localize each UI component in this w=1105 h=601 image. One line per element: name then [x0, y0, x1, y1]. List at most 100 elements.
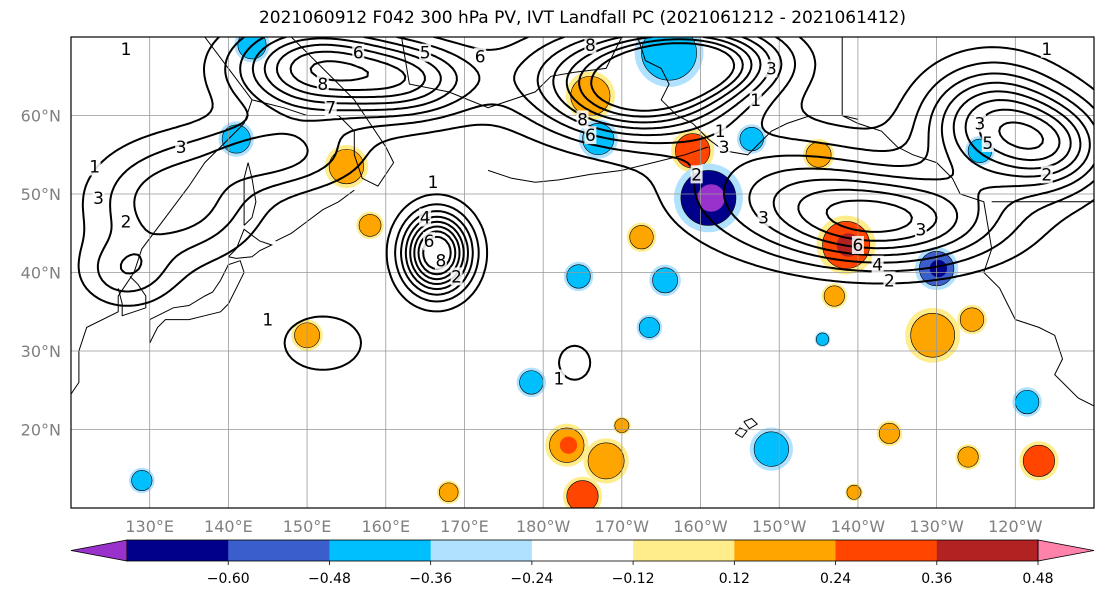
pc-blob — [356, 211, 384, 240]
lat-tick-label: 60°N — [21, 107, 61, 126]
lon-tick-label: 170°E — [440, 517, 489, 536]
pc-blob — [802, 139, 835, 171]
lon-tick-label: 150°W — [752, 517, 807, 536]
lon-tick-label: 140°E — [204, 517, 253, 536]
lat-tick-label: 40°N — [21, 264, 61, 283]
pc-blob — [1019, 441, 1059, 481]
lon-tick-label: 130°W — [909, 517, 964, 536]
pv-contour-level — [263, 37, 1082, 285]
colorbar-tick-label: −0.24 — [510, 571, 553, 587]
pc-blob — [545, 423, 589, 467]
colorbar-tick-label: 0.12 — [719, 571, 750, 587]
colorbar-tick-label: −0.48 — [308, 571, 351, 587]
pc-blob — [649, 264, 681, 297]
lon-tick-label: 170°W — [595, 517, 650, 536]
pc-blob — [129, 467, 155, 494]
pv-contour-level — [289, 38, 1061, 276]
contour-label: 6 — [853, 236, 864, 256]
contour-label: 8 — [577, 110, 588, 130]
lon-tick-label: 140°W — [831, 517, 886, 536]
contour-label: 3 — [758, 209, 769, 229]
colorbar-segment — [329, 540, 432, 561]
colorbar-tick-label: −0.36 — [409, 571, 452, 587]
contour-label: 2 — [451, 267, 462, 287]
colorbar: −0.60 −0.48 −0.36 −0.24 −0.12 0.12 0.24 0.36 0.4… — [70, 539, 1095, 587]
contour-label: 3 — [176, 138, 187, 158]
pc-blob — [749, 427, 794, 471]
pc-blob — [955, 444, 981, 470]
lat-tick-label: 20°N — [21, 421, 61, 440]
lon-tick-label: 160°W — [673, 517, 728, 536]
pc-blob — [957, 304, 987, 335]
contour-label: 3 — [974, 114, 985, 134]
pc-blob — [905, 307, 961, 363]
contour-label: 3 — [93, 189, 104, 209]
coastline-sakhalin — [243, 162, 257, 226]
contour-label: 7 — [325, 99, 336, 119]
pv-contour-level — [96, 37, 1094, 303]
contour-label: 3 — [915, 220, 926, 240]
pc-blob — [563, 261, 594, 292]
colorbar-segment — [734, 540, 837, 561]
contour-label: 4 — [420, 209, 431, 229]
contour-label: 2 — [884, 271, 895, 291]
lon-tick-label: 130°E — [125, 517, 174, 536]
coastline-hawaii-a — [743, 417, 759, 430]
contour-label: 1 — [262, 311, 273, 331]
contour-label: 2 — [1041, 165, 1052, 185]
pv-contour-level — [119, 37, 1094, 296]
lat-tick-label: 30°N — [21, 342, 61, 361]
colorbar-segment — [228, 540, 330, 561]
contour-label: 5 — [420, 44, 431, 64]
colorbar-extend-high — [1037, 539, 1095, 562]
pc-blob — [673, 163, 743, 233]
coastline-hokkaido — [228, 228, 274, 259]
contour-label: 1 — [553, 369, 564, 389]
lon-tick-label: 180°W — [516, 517, 571, 536]
contour-label: 4 — [872, 256, 883, 276]
pc-blob — [1012, 387, 1042, 417]
colorbar-segment — [936, 540, 1039, 561]
colorbar-tick-label: 0.36 — [921, 571, 952, 587]
pc-blob — [821, 283, 848, 309]
contour-label: 1 — [750, 91, 761, 111]
contour-label: 2 — [1096, 99, 1105, 119]
coastline-japan-honshu — [149, 260, 245, 344]
colorbar-segment — [633, 540, 735, 561]
contour-label: 6 — [475, 48, 486, 68]
pc-blob — [845, 483, 863, 502]
pc-blob — [562, 476, 603, 508]
colorbar-segment — [127, 540, 229, 561]
lon-tick-label: 150°E — [283, 517, 332, 536]
pc-blob — [634, 37, 704, 88]
contour-label: 1 — [428, 173, 439, 193]
pc-blob — [565, 71, 615, 121]
contour-label: 8 — [435, 252, 446, 272]
contour-label: 2 — [691, 165, 702, 185]
contour-label: 1 — [1041, 40, 1052, 60]
colorbar-tick-label: −0.60 — [207, 571, 250, 587]
contour-label: 3 — [766, 59, 777, 79]
pc-blob — [636, 314, 663, 341]
lon-tick-label: 120°W — [988, 517, 1043, 536]
pc-blob — [324, 144, 369, 189]
map-frame — [70, 36, 1095, 509]
contour-label: 2 — [121, 212, 132, 232]
colorbar-segment — [531, 540, 634, 561]
contour-label: 8 — [585, 36, 596, 56]
pc-blob — [583, 438, 629, 484]
contour-label: 1 — [89, 158, 100, 178]
colorbar-segment — [835, 540, 938, 561]
colorbar-tick-label: −0.12 — [612, 571, 655, 587]
pc-blob — [436, 480, 461, 505]
contour-label: 6 — [424, 232, 435, 252]
contour-label: 6 — [353, 44, 364, 64]
colorbar-tick-label: 0.24 — [820, 571, 851, 587]
pc-blob — [516, 367, 547, 398]
contour-label: 1 — [121, 40, 132, 60]
colorbar-tick-label: 0.48 — [1022, 571, 1053, 587]
colorbar-extend-low — [70, 539, 128, 562]
contour-label: 6 — [585, 126, 596, 146]
